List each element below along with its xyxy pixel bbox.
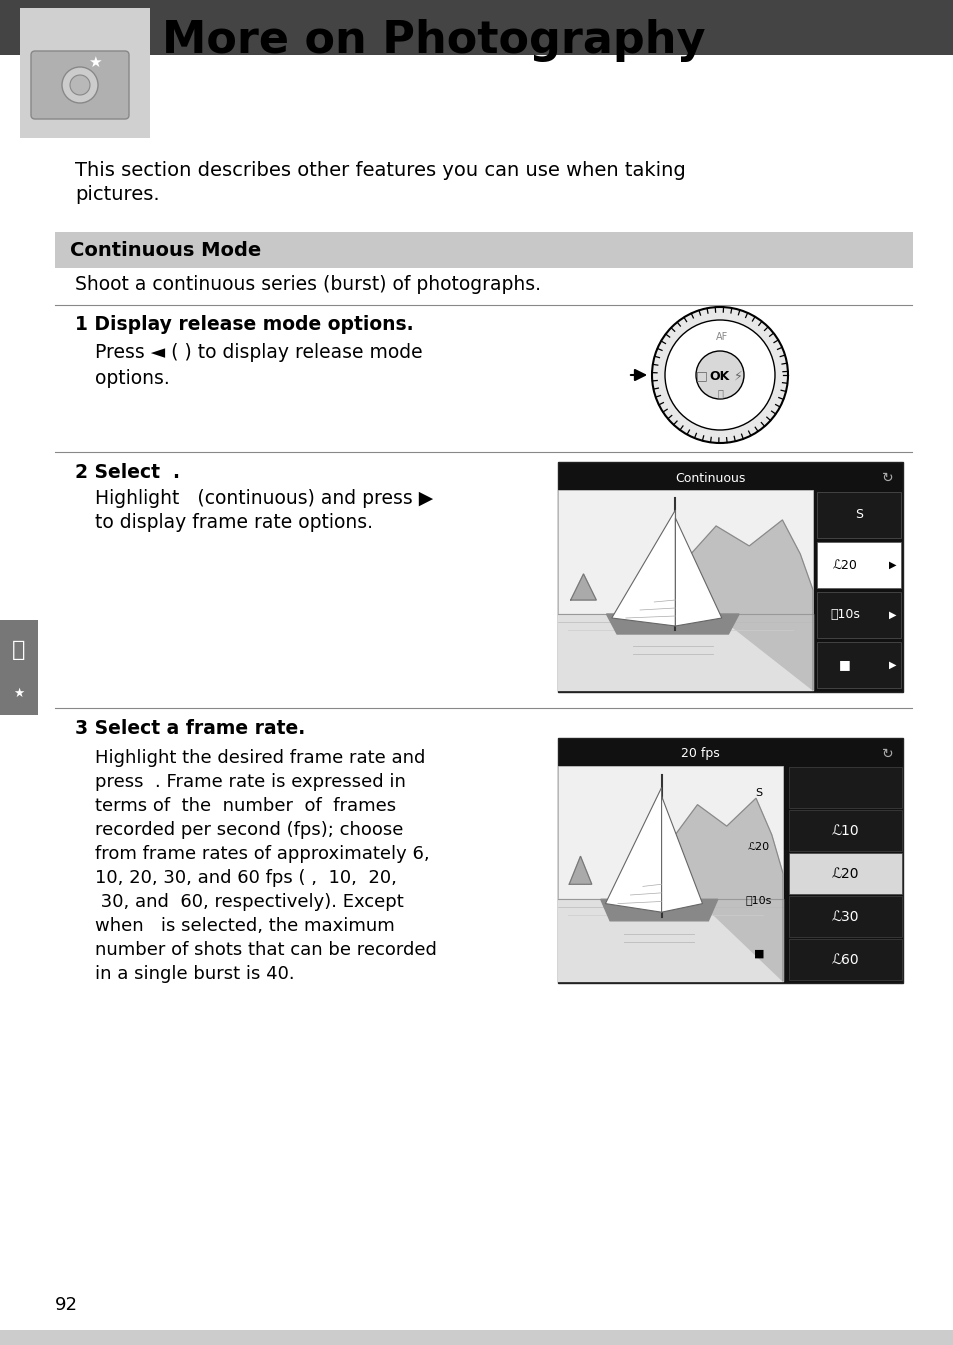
Text: ⚡: ⚡ xyxy=(733,370,741,382)
Polygon shape xyxy=(670,798,782,981)
Text: Press ◄ ( ) to display release mode: Press ◄ ( ) to display release mode xyxy=(95,343,422,362)
FancyBboxPatch shape xyxy=(788,939,901,981)
Text: This section describes other features you can use when taking: This section describes other features yo… xyxy=(75,160,685,179)
Polygon shape xyxy=(605,788,660,912)
Text: ℒ10: ℒ10 xyxy=(831,823,859,838)
FancyBboxPatch shape xyxy=(816,492,900,538)
Text: ℒ20: ℒ20 xyxy=(831,866,859,881)
Text: ▶: ▶ xyxy=(888,660,896,670)
Text: ★: ★ xyxy=(88,55,102,70)
Text: pictures.: pictures. xyxy=(75,186,159,204)
Text: ↻: ↻ xyxy=(882,746,893,761)
Text: ■: ■ xyxy=(839,659,850,671)
FancyBboxPatch shape xyxy=(816,542,900,588)
FancyBboxPatch shape xyxy=(30,51,129,118)
Text: 📷: 📷 xyxy=(12,640,26,660)
Polygon shape xyxy=(570,574,596,600)
Text: ⌒10s: ⌒10s xyxy=(829,608,859,621)
Circle shape xyxy=(664,320,774,430)
Text: ■: ■ xyxy=(753,950,763,959)
Text: ⌛: ⌛ xyxy=(717,387,722,398)
Text: ★: ★ xyxy=(13,686,25,699)
Text: S: S xyxy=(755,788,761,798)
Text: Continuous Mode: Continuous Mode xyxy=(70,241,261,260)
FancyBboxPatch shape xyxy=(558,490,812,690)
FancyBboxPatch shape xyxy=(558,738,902,983)
Polygon shape xyxy=(660,796,701,912)
Text: ▶: ▶ xyxy=(888,611,896,620)
Polygon shape xyxy=(685,521,812,690)
Text: 1 Display release mode options.: 1 Display release mode options. xyxy=(75,316,414,335)
Polygon shape xyxy=(600,900,717,921)
Text: recorded per second (fps); choose: recorded per second (fps); choose xyxy=(95,820,403,839)
Text: to display frame rate options.: to display frame rate options. xyxy=(95,512,373,531)
Text: in a single burst is 40.: in a single burst is 40. xyxy=(95,964,294,983)
Circle shape xyxy=(696,351,743,399)
Text: from frame rates of approximately 6,: from frame rates of approximately 6, xyxy=(95,845,429,863)
Text: 10, 20, 30, and 60 fps ( ,  10,  20,: 10, 20, 30, and 60 fps ( , 10, 20, xyxy=(95,869,396,886)
Text: AF: AF xyxy=(715,332,727,342)
Text: 3 Select a frame rate.: 3 Select a frame rate. xyxy=(75,718,305,737)
Text: ▶: ▶ xyxy=(888,560,896,570)
Polygon shape xyxy=(675,518,721,625)
Text: Shoot a continuous series (burst) of photographs.: Shoot a continuous series (burst) of pho… xyxy=(75,276,540,295)
FancyBboxPatch shape xyxy=(55,231,912,268)
Polygon shape xyxy=(611,510,675,625)
Text: ℒ30: ℒ30 xyxy=(831,909,859,924)
Circle shape xyxy=(651,307,787,443)
Text: S: S xyxy=(854,508,862,522)
Text: 2 Select  .: 2 Select . xyxy=(75,463,180,482)
FancyBboxPatch shape xyxy=(788,767,901,808)
Text: ℒ20: ℒ20 xyxy=(832,558,857,572)
Text: ↻: ↻ xyxy=(882,471,893,486)
FancyBboxPatch shape xyxy=(788,896,901,937)
Text: Highlight the desired frame rate and: Highlight the desired frame rate and xyxy=(95,749,425,767)
Text: 92: 92 xyxy=(55,1297,78,1314)
FancyBboxPatch shape xyxy=(0,0,953,55)
Text: ⌒10s: ⌒10s xyxy=(745,896,771,905)
Text: ℒ20: ℒ20 xyxy=(747,842,769,851)
FancyBboxPatch shape xyxy=(558,461,902,691)
Text: 30, and  60, respectively). Except: 30, and 60, respectively). Except xyxy=(95,893,403,911)
Text: options.: options. xyxy=(95,369,170,387)
FancyBboxPatch shape xyxy=(0,620,38,716)
Text: press  . Frame rate is expressed in: press . Frame rate is expressed in xyxy=(95,773,405,791)
Text: Continuous: Continuous xyxy=(675,472,745,484)
FancyBboxPatch shape xyxy=(0,1330,953,1345)
Text: Highlight   (continuous) and press ▶: Highlight (continuous) and press ▶ xyxy=(95,488,433,507)
Text: terms of  the  number  of  frames: terms of the number of frames xyxy=(95,798,395,815)
FancyBboxPatch shape xyxy=(816,642,900,689)
Text: □: □ xyxy=(696,370,707,382)
Circle shape xyxy=(70,75,90,95)
FancyBboxPatch shape xyxy=(558,767,782,981)
FancyBboxPatch shape xyxy=(816,592,900,638)
Polygon shape xyxy=(569,857,591,884)
FancyBboxPatch shape xyxy=(20,8,150,139)
Text: number of shots that can be recorded: number of shots that can be recorded xyxy=(95,941,436,959)
Text: when   is selected, the maximum: when is selected, the maximum xyxy=(95,917,395,935)
FancyBboxPatch shape xyxy=(788,810,901,851)
Text: ℒ60: ℒ60 xyxy=(831,952,859,967)
Text: OK: OK xyxy=(709,370,729,382)
Text: More on Photography: More on Photography xyxy=(162,19,705,62)
Text: 20 fps: 20 fps xyxy=(680,748,720,760)
Polygon shape xyxy=(606,615,739,633)
FancyBboxPatch shape xyxy=(788,853,901,894)
Circle shape xyxy=(62,67,98,104)
